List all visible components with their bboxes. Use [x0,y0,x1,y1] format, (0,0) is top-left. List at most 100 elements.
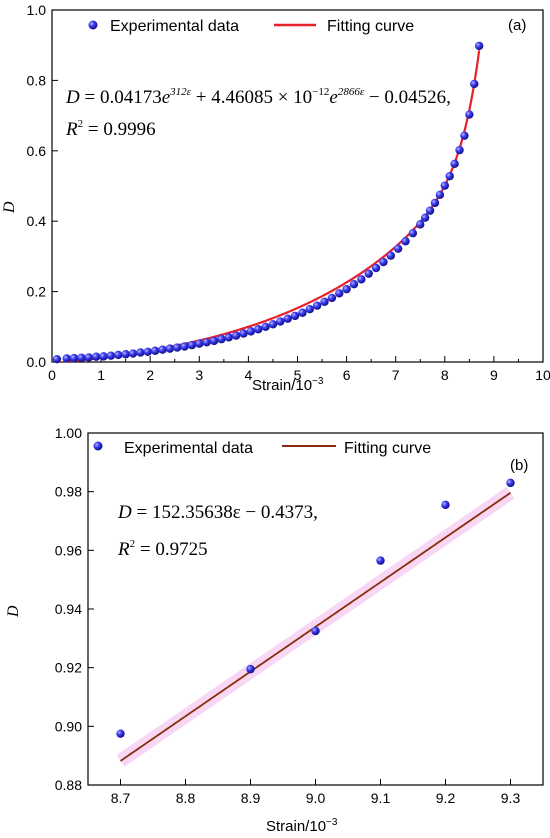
data-point-a-8 [114,350,123,360]
data-point-a-57 [455,145,464,155]
data-point-a-20 [202,338,211,347]
panel-label-a: (a) [508,17,526,34]
data-point-b-3 [376,556,385,565]
y-tick-label-a-1: 0.2 [27,284,47,300]
data-point-a-30 [276,317,285,326]
panel-b-points [116,478,515,738]
y-tick-label-a-5: 1.0 [27,2,47,18]
data-point-b-0 [116,729,125,738]
data-point-a-45 [386,251,395,260]
data-point-a-24 [231,331,241,340]
x-tick-label-b-5: 9.2 [436,790,456,806]
y-tick-label-a-2: 0.4 [27,213,47,229]
legend-label-fit-b: Fitting curve [344,440,431,457]
y-tick-label-a-0: 0.0 [27,354,47,370]
data-point-a-53 [435,190,445,199]
x-tick-label-a-4: 4 [245,367,253,383]
data-point-a-54 [440,181,449,190]
equation-a-line1: D = 0.04173e312ε + 4.46085 × 10−12e2866ε… [65,86,451,108]
data-point-b-2 [311,626,320,636]
y-tick-label-b-4: 0.96 [55,542,82,558]
panel-b: 8.7 8.8 8.9 9.0 9.1 9.2 9.3 0.88 0.90 0.92 0.94 0.9… [5,425,544,835]
data-point-a-39 [342,284,351,294]
x-tick-label-a-3: 3 [195,367,203,383]
data-point-a-18 [187,340,197,350]
data-point-a-32 [290,311,300,321]
data-point-a-26 [246,327,256,336]
data-point-a-35 [312,301,322,310]
data-point-a-1 [62,354,71,363]
panel-b-ticks: 8.7 8.8 8.9 9.0 9.1 9.2 9.3 0.88 0.90 0.92 0.94 0.9… [55,425,521,806]
y-tick-label-b-0: 0.88 [55,777,82,793]
data-point-a-47 [401,237,410,246]
data-point-b-1 [246,664,255,674]
data-point-a-5 [91,352,101,361]
y-tick-label-a-3: 0.6 [27,143,47,159]
legend-label-fit: Fitting curve [327,18,414,35]
data-point-a-59 [465,110,474,119]
y-tick-label-b-3: 0.94 [55,601,82,617]
data-point-a-34 [305,305,314,314]
panel-label-b: (b) [510,457,528,474]
data-point-a-55 [445,171,454,181]
legend-label-experimental: Experimental data [110,18,239,35]
x-tick-label-a-5: 5 [294,367,302,383]
legend-marker-experimental [88,20,98,30]
data-point-a-37 [327,293,337,303]
equation-b-line1: D = 152.35638ε − 0.4373, [117,502,318,523]
data-point-a-7 [106,351,116,360]
data-point-a-19 [195,339,204,348]
equation-a-r2: R2 = 0.9996 [65,118,156,140]
data-point-a-15 [165,344,175,353]
data-point-a-25 [239,329,248,338]
data-point-a-14 [158,345,167,354]
x-axis-label-a: Strain/10−3 [252,376,324,394]
x-tick-label-a-7: 7 [392,367,400,383]
data-point-a-23 [224,333,233,342]
panel-a-points [52,41,484,364]
data-point-a-56 [450,159,459,169]
data-point-a-38 [335,289,344,298]
data-point-a-51 [425,206,435,215]
data-point-a-9 [121,350,130,359]
legend-label-experimental-b: Experimental data [124,440,253,457]
data-point-a-3 [77,353,86,362]
data-point-a-40 [349,280,359,289]
data-point-a-36 [320,297,329,307]
x-tick-label-b-1: 8.8 [176,790,196,806]
y-axis-label-b: D [5,605,22,618]
x-tick-label-a-0: 0 [48,367,56,383]
data-point-a-4 [84,353,94,362]
data-point-a-22 [217,334,226,344]
data-point-a-61 [474,41,484,51]
data-point-a-6 [99,352,108,361]
data-point-a-12 [143,347,152,356]
data-point-a-58 [460,131,469,140]
data-point-b-5 [506,478,515,488]
data-point-b-4 [441,500,450,510]
panel-a: 0 1 2 3 4 5 6 7 8 9 10 0.0 0.2 0.4 0.6 0.8 1.0 Experimen… [1,2,550,394]
y-tick-label-b-5: 0.98 [55,484,82,500]
data-point-a-13 [150,346,160,355]
data-point-a-28 [261,322,270,331]
x-tick-label-b-2: 8.9 [241,790,261,806]
y-tick-label-b-1: 0.90 [55,718,82,734]
data-point-a-60 [470,79,479,89]
y-axis-label-a: D [1,201,18,214]
data-point-a-21 [209,336,219,346]
data-point-a-10 [128,349,138,358]
data-point-a-0 [52,354,62,364]
data-point-a-27 [254,325,263,334]
data-point-a-48 [408,228,418,238]
x-tick-label-b-0: 8.7 [111,790,131,806]
data-point-a-49 [416,220,425,229]
y-tick-label-a-4: 0.8 [27,72,47,88]
data-point-a-29 [268,320,278,329]
data-point-a-16 [173,343,182,352]
data-point-a-41 [357,275,366,284]
y-tick-label-b-2: 0.92 [55,660,82,676]
x-tick-label-a-6: 6 [343,367,351,383]
data-point-a-46 [393,244,403,253]
panel-a-ticks: 0 1 2 3 4 5 6 7 8 9 10 0.0 0.2 0.4 0.6 0.8 1.0 [27,2,550,383]
